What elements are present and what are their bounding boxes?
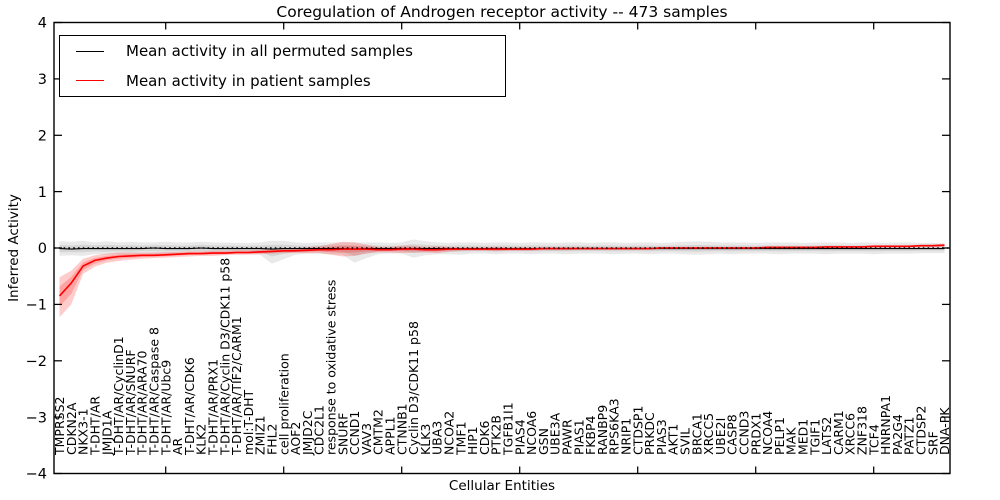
y-axis-label: Inferred Activity bbox=[6, 194, 22, 302]
x-category-label: CTDSP2 bbox=[914, 406, 929, 455]
x-category-label: KLK3 bbox=[418, 424, 433, 455]
x-category-label: T-DHT/AR/Caspase 8 bbox=[147, 327, 162, 456]
x-category-label: FHL2 bbox=[265, 423, 280, 455]
x-category-label: NCOA6 bbox=[524, 411, 539, 455]
x-category-label: XRCC5 bbox=[701, 413, 716, 455]
x-category-label: PIAS3 bbox=[654, 419, 669, 455]
x-category-label: response to oxidative stress bbox=[324, 280, 339, 455]
y-tick-label: 2 bbox=[38, 128, 47, 144]
x-category-label: TMPRSS2 bbox=[52, 397, 67, 456]
x-category-label: BRCA1 bbox=[689, 413, 704, 455]
x-category-label: TMF1 bbox=[453, 421, 468, 456]
legend-label-permuted: Mean activity in all permuted samples bbox=[126, 42, 413, 61]
x-category-label: NCOA4 bbox=[760, 411, 775, 455]
x-category-label: AR bbox=[170, 437, 185, 455]
x-category-label: ZMIZ1 bbox=[253, 415, 268, 455]
x-category-label: T-DHT/AR/SNURF bbox=[123, 349, 138, 456]
x-category-label: CDK6 bbox=[477, 420, 492, 455]
x-category-label: CMTM2 bbox=[371, 409, 386, 455]
x-category-label: PELP1 bbox=[772, 417, 787, 455]
x-category-label: T-DHT/AR/CyclinD1 bbox=[111, 336, 126, 456]
x-category-label: PIAS1 bbox=[571, 419, 586, 455]
x-category-label: mol:T-DHT bbox=[241, 389, 256, 455]
x-category-label: JMJD2C bbox=[300, 410, 315, 456]
chart-title: Coregulation of Androgen receptor activi… bbox=[276, 3, 728, 21]
x-category-label: AKT1 bbox=[666, 424, 681, 455]
x-category-label: APPL1 bbox=[383, 416, 398, 455]
x-category-label: cell proliferation bbox=[276, 353, 291, 455]
x-category-label: UBE3A bbox=[548, 412, 563, 455]
x-category-label: MAK bbox=[784, 427, 799, 455]
x-category-label: PIAS4 bbox=[512, 419, 527, 455]
x-category-label: HNRNPA1 bbox=[878, 395, 893, 455]
x-category-label: T-DHT/AR/ARA70 bbox=[135, 350, 150, 456]
y-tick-label: −1 bbox=[26, 298, 47, 314]
x-category-label: T-DHT/AR/Ubc9 bbox=[158, 360, 173, 456]
legend-label-patient: Mean activity in patient samples bbox=[126, 71, 371, 90]
x-category-label: FKBP4 bbox=[583, 415, 598, 455]
x-category-label: MED1 bbox=[796, 419, 811, 455]
x-category-label: NCOA2 bbox=[442, 411, 457, 455]
x-category-label: PRKDC bbox=[642, 412, 657, 455]
y-tick-label: 3 bbox=[38, 72, 47, 88]
y-tick-label: −2 bbox=[26, 354, 47, 370]
x-category-label: NKX3-1 bbox=[76, 408, 91, 455]
patient-mean-line bbox=[58, 244, 945, 297]
x-category-label: Cyclin D3/CDK11 p58 bbox=[406, 321, 421, 455]
x-category-label: T-DHT/AR/TIF2/CARM1 bbox=[229, 316, 244, 456]
x-category-label: UBE2I bbox=[713, 418, 728, 455]
x-category-label: PTK2B bbox=[489, 415, 504, 455]
x-category-label: PAWR bbox=[560, 419, 575, 455]
x-category-label: PATZ1 bbox=[902, 417, 917, 455]
x-category-label: PA2G4 bbox=[890, 414, 905, 455]
x-category-label: VAV3 bbox=[359, 423, 374, 455]
legend-box: Mean activity in all permuted samples Me… bbox=[59, 35, 506, 97]
x-category-label: RPS6KA3 bbox=[607, 398, 622, 455]
x-category-label: GSN bbox=[536, 428, 551, 455]
legend-line-sample-black-icon bbox=[76, 50, 104, 52]
x-category-label: AOF2 bbox=[288, 422, 303, 455]
x-category-label: SRF bbox=[925, 431, 940, 455]
x-category-label: DNA-PK bbox=[937, 407, 952, 455]
x-category-label: UBA3 bbox=[430, 421, 445, 455]
x-category-label: JMJD1A bbox=[99, 410, 114, 456]
x-category-label: T-DHT/AR/PRX1 bbox=[206, 359, 221, 456]
y-tick-label: −4 bbox=[26, 467, 47, 483]
x-category-label: CCND3 bbox=[737, 411, 752, 455]
x-category-label: XRCC6 bbox=[843, 413, 858, 455]
x-category-label: CTDSP1 bbox=[630, 406, 645, 455]
x-category-label: CDC2L1 bbox=[312, 405, 327, 455]
x-category-label: SNURF bbox=[335, 413, 350, 455]
x-category-label: NRIP1 bbox=[619, 418, 634, 455]
y-tick-label: 1 bbox=[38, 185, 47, 201]
x-category-label: RANBP9 bbox=[595, 405, 610, 455]
legend-item-patient: Mean activity in patient samples bbox=[60, 66, 505, 95]
y-tick-label: 0 bbox=[38, 241, 47, 257]
x-category-label: TGFB1I1 bbox=[501, 402, 516, 456]
x-category-label: T-DHT/AR/CDK6 bbox=[182, 357, 197, 456]
legend-line-sample-red-icon bbox=[76, 80, 104, 82]
x-category-label: TGIF1 bbox=[807, 419, 822, 456]
y-tick-label: 4 bbox=[38, 16, 47, 32]
x-category-label: CDKN2A bbox=[64, 402, 79, 455]
x-category-label: HIP1 bbox=[465, 426, 480, 455]
x-category-label: CTNNB1 bbox=[394, 403, 409, 455]
x-category-label: KLK2 bbox=[194, 424, 209, 455]
x-category-label: PRDX1 bbox=[748, 413, 763, 455]
x-category-label: SVIL bbox=[678, 428, 693, 455]
x-category-label: ZNF318 bbox=[855, 406, 870, 455]
legend-item-permuted: Mean activity in all permuted samples bbox=[60, 37, 505, 66]
x-axis-label: Cellular Entities bbox=[448, 478, 556, 494]
x-category-label: TCF4 bbox=[866, 424, 881, 456]
permuted-confidence-band-outer bbox=[59, 239, 945, 264]
x-category-label: LATS2 bbox=[819, 417, 834, 455]
x-category-label: CCND1 bbox=[347, 411, 362, 455]
y-tick-label: −3 bbox=[26, 410, 47, 426]
x-category-label: CARM1 bbox=[831, 410, 846, 455]
x-category-label: T-DHT/AR bbox=[88, 396, 103, 456]
x-category-label: CASP8 bbox=[725, 414, 740, 455]
x-category-label: T-DHT/AR/Cyclin D3/CDK11 p58 bbox=[217, 258, 232, 456]
